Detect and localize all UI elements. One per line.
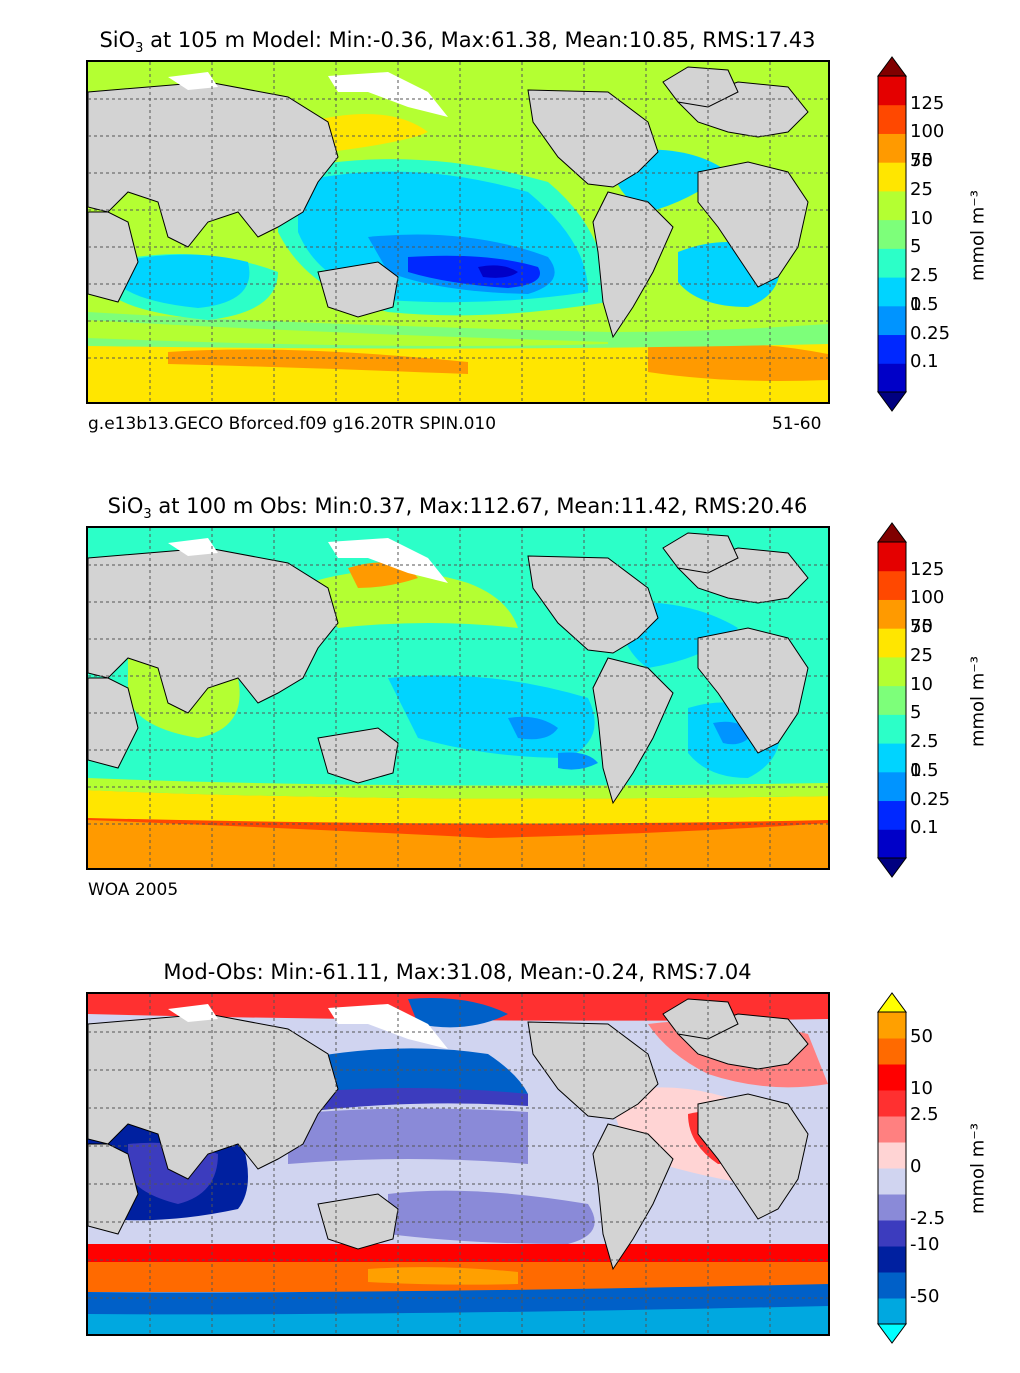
panel2-map-svg xyxy=(88,528,828,868)
colorbar1-tick-label: 1 xyxy=(910,293,922,315)
colorbar3-under-arrow xyxy=(877,1323,907,1344)
colorbar2-tick-label: 10 xyxy=(910,673,933,695)
panel3-title: Mod-Obs: Min:-61.11, Max:31.08, Mean:-0.… xyxy=(163,960,752,984)
colorbar3-tick-label: 0 xyxy=(910,1156,922,1177)
colorbar2-tick-label: 5 xyxy=(910,702,922,724)
colorbar2-swatch xyxy=(878,829,906,859)
colorbar1-swatch xyxy=(878,76,906,106)
colorbar1-swatch xyxy=(878,305,906,336)
panel1-caption-left: g.e13b13.GECO Bforced.f09 g16.20TR SPIN.… xyxy=(88,414,497,434)
colorbar3-tick-label: 50 xyxy=(910,1026,933,1047)
colorbar1-tick-label: 50 xyxy=(910,150,933,172)
colorbar1-tick-label: 25 xyxy=(910,178,933,200)
colorbar3-tick-label: 10 xyxy=(910,1078,933,1099)
colorbar2-tick-label: 75 xyxy=(910,616,933,638)
colorbar2-under-arrow xyxy=(877,857,907,878)
colorbar2-swatch xyxy=(878,714,906,744)
colorbar1-tick-label: 0.5 xyxy=(910,293,939,315)
colorbar2-tick-label: 0.25 xyxy=(910,788,951,810)
colorbar3-swatch xyxy=(878,1142,906,1169)
panel3-map-svg xyxy=(88,994,828,1334)
colorbar3-swatch xyxy=(878,1038,906,1065)
panel2-colorbar xyxy=(877,522,907,878)
colorbar1-swatch xyxy=(878,133,906,163)
panel3-map xyxy=(86,992,830,1336)
colorbar1-swatch xyxy=(878,248,906,278)
panel1-map xyxy=(86,60,830,404)
panel2-map xyxy=(86,526,830,870)
panel2-caption-left: WOA 2005 xyxy=(88,880,179,900)
colorbar3-tick-label: -2.5 xyxy=(910,1208,946,1229)
colorbar2-tick-label: 50 xyxy=(910,616,933,638)
colorbar2-swatch xyxy=(878,542,906,572)
colorbar1-swatch xyxy=(878,277,906,307)
colorbar2-tick-label: 1 xyxy=(910,759,922,781)
panel2-title: SiO3 at 100 m Obs: Min:0.37, Max:112.67,… xyxy=(107,494,808,523)
panel3-colorbar-unit: mmol m⁻³ xyxy=(967,1122,989,1215)
colorbar1-swatch xyxy=(878,334,906,364)
colorbar1-swatch xyxy=(878,363,906,393)
colorbar3-tick-label: -10 xyxy=(910,1234,940,1255)
colorbar1-frame xyxy=(877,75,907,393)
colorbar1-tick-label: 125 xyxy=(910,92,945,114)
colorbar3-swatch xyxy=(878,1194,906,1221)
colorbar1-under-arrow xyxy=(877,391,907,412)
colorbar2-tick-label: 125 xyxy=(910,558,945,580)
colorbar1-tick-label: 2.5 xyxy=(910,265,939,287)
panel3-colorbar xyxy=(877,992,907,1344)
colorbar3-swatch xyxy=(878,1272,906,1299)
colorbar1-swatch xyxy=(878,190,906,221)
panel1-colorbar-unit: mmol m⁻³ xyxy=(967,189,989,282)
colorbar1-swatch xyxy=(878,104,906,134)
colorbar2-tick-label: 25 xyxy=(910,644,933,666)
colorbar3-frame xyxy=(877,1011,907,1325)
colorbar1-tick-label: 0.25 xyxy=(910,322,951,344)
colorbar3-over-arrow xyxy=(877,992,907,1013)
colorbar1-swatch xyxy=(878,162,906,192)
colorbar3-swatch xyxy=(878,1116,906,1143)
colorbar2-swatch xyxy=(878,599,906,629)
colorbar1-swatch xyxy=(878,219,906,249)
colorbar1-tick-label: 100 xyxy=(910,121,945,143)
colorbar2-swatch xyxy=(878,656,906,687)
colorbar2-tick-label: 0.5 xyxy=(910,759,939,781)
colorbar3-swatch xyxy=(878,1064,906,1091)
colorbar2-frame xyxy=(877,541,907,859)
panel2-colorbar-unit: mmol m⁻³ xyxy=(967,655,989,748)
panel1-caption-right: 51-60 xyxy=(772,414,822,434)
colorbar2-tick-label: 2.5 xyxy=(910,731,939,753)
colorbar2-swatch xyxy=(878,570,906,600)
colorbar3-swatch xyxy=(878,1298,906,1325)
colorbar1-tick-label: 5 xyxy=(910,236,922,258)
colorbar3-swatch xyxy=(878,1012,906,1039)
panel1-map-svg xyxy=(88,62,828,402)
colorbar3-tick-label: -50 xyxy=(910,1286,940,1307)
colorbar2-swatch xyxy=(878,743,906,773)
panel1-colorbar xyxy=(877,56,907,412)
colorbar2-tick-label: 100 xyxy=(910,587,945,609)
colorbar2-swatch xyxy=(878,685,906,715)
colorbar3-swatch xyxy=(878,1090,906,1117)
colorbar2-swatch xyxy=(878,771,906,802)
colorbar2-swatch xyxy=(878,628,906,658)
colorbar3-swatch xyxy=(878,1168,906,1195)
colorbar3-swatch xyxy=(878,1220,906,1247)
colorbar3-tick-label: 2.5 xyxy=(910,1104,939,1125)
colorbar1-over-arrow xyxy=(877,56,907,77)
colorbar1-tick-label: 0.1 xyxy=(910,351,939,373)
colorbar2-tick-label: 0.1 xyxy=(910,817,939,839)
colorbar1-tick-label: 10 xyxy=(910,207,933,229)
panel1-title: SiO3 at 105 m Model: Min:-0.36, Max:61.3… xyxy=(99,28,816,57)
colorbar2-over-arrow xyxy=(877,522,907,543)
colorbar3-swatch xyxy=(878,1246,906,1273)
colorbar1-tick-label: 75 xyxy=(910,150,933,172)
colorbar2-swatch xyxy=(878,800,906,830)
